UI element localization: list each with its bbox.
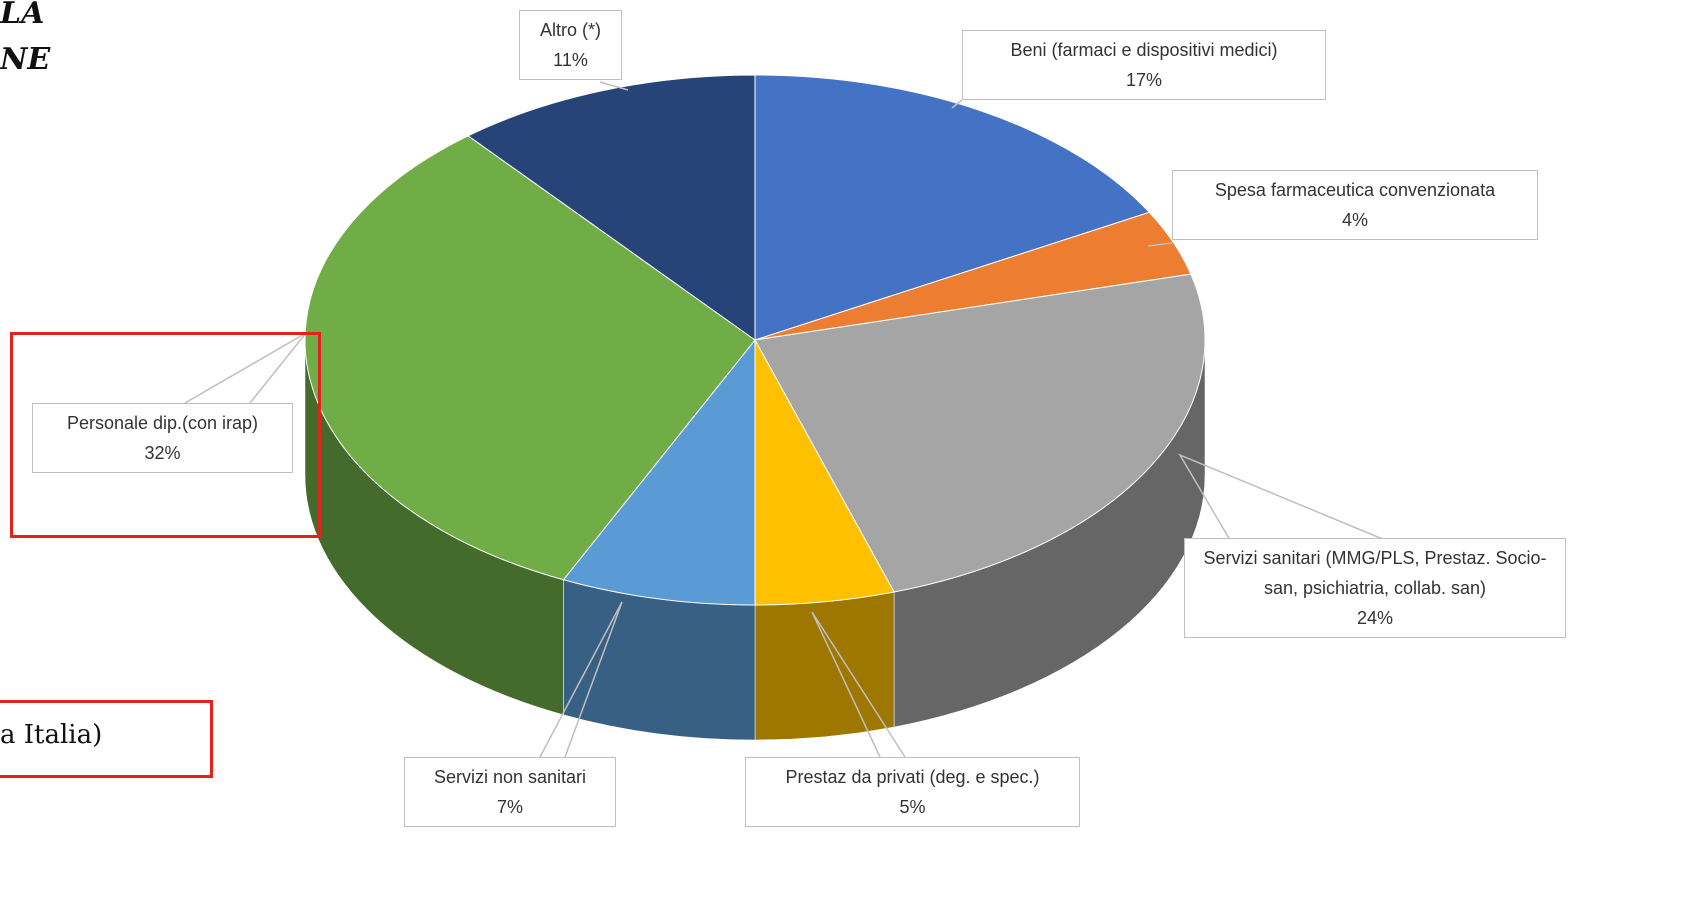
label-name: Spesa farmaceutica convenzionata [1214,180,1496,200]
leader-line [599,81,629,91]
label-value: 17% [1125,70,1163,90]
data-label: Personale dip.(con irap) 32% [32,403,293,473]
label-value: 32% [144,443,181,463]
label-name: Servizi sanitari (MMG/PLS, Prestaz. Soci… [1203,548,1547,598]
data-label: Altro (*) 11% [519,10,622,80]
label-name: Servizi non sanitari [433,767,587,787]
leader-line [811,611,906,758]
label-name: Beni (farmaci e dispositivi medici) [1010,40,1278,60]
label-value: 5% [899,797,926,817]
label-value: 4% [1341,210,1368,230]
slice [562,338,756,606]
fragment: NE [0,42,51,77]
slice [754,273,1206,593]
data-label: Spesa farmaceutica convenzionata 4% [1172,170,1538,240]
label-value: 24% [1356,608,1394,628]
highlight-box [10,332,321,538]
label-name: Altro (*) [539,20,601,40]
slice [304,135,756,581]
slice-side [754,591,895,741]
highlight-box [0,700,213,778]
label-value: 11% [553,50,588,70]
slice [467,74,756,341]
data-label: Servizi sanitari (MMG/PLS, Prestaz. Soci… [1184,538,1566,638]
fragment: a Italia) [0,720,103,750]
pie [304,74,1206,741]
fragment: LA [0,0,45,31]
leader-line [539,601,623,758]
data-label: Beni (farmaci e dispositivi medici) 17% [962,30,1326,100]
leader-line [1178,453,1386,541]
data-label: Servizi non sanitari 7% [404,757,616,827]
slice [754,74,1151,341]
leader-line [1147,242,1173,247]
data-label: Prestaz da privati (deg. e spec.) 5% [745,757,1080,827]
label-name: Prestaz da privati (deg. e spec.) [785,767,1040,787]
leader-line [951,99,963,109]
label-name: Personale dip.(con irap) [66,413,259,433]
label-value: 7% [496,797,523,817]
